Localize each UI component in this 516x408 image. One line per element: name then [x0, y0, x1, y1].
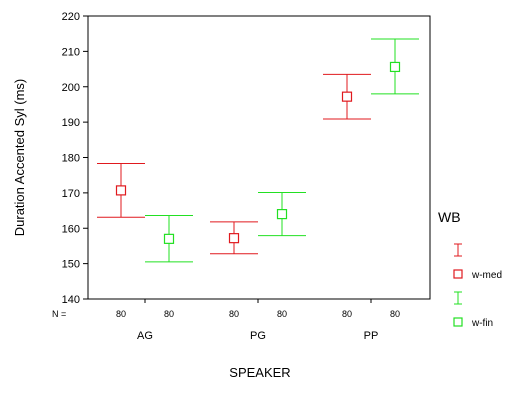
y-tick-label: 200	[62, 82, 80, 94]
n-count-label: 80	[116, 309, 126, 319]
mean-marker	[276, 209, 288, 220]
legend: WB w-med w-fin	[438, 209, 502, 329]
n-prefix-label: N =	[52, 309, 66, 319]
legend-title: WB	[438, 209, 461, 225]
n-count-label: 80	[342, 309, 352, 319]
n-count-label: 80	[277, 309, 287, 319]
x-axis-title: SPEAKER	[229, 365, 290, 380]
category-label: PG	[250, 330, 266, 342]
legend-errorbar-icon	[454, 291, 462, 305]
n-count-label: 80	[390, 309, 400, 319]
legend-square-icon	[453, 317, 463, 327]
y-tick-label: 190	[62, 117, 80, 129]
mean-marker	[389, 61, 401, 73]
y-tick-label: 150	[62, 259, 80, 271]
y-tick-label: 140	[62, 294, 80, 306]
y-axis-ticks: 140 150 160 170 180 190 200 210 220	[62, 11, 88, 306]
legend-square-icon	[453, 269, 463, 279]
x-axis-ticks: 80 80 AG 80 80 PG 80 80 PP	[116, 299, 400, 342]
category-label: PP	[364, 330, 379, 342]
n-count-label: 80	[229, 309, 239, 319]
y-tick-label: 170	[62, 188, 80, 200]
plot-frame	[87, 15, 431, 300]
y-tick-label: 220	[62, 11, 80, 23]
legend-label: w-fin	[471, 318, 493, 329]
mean-marker	[228, 233, 240, 244]
legend-label: w-med	[471, 270, 502, 281]
category-label: AG	[137, 330, 153, 342]
n-count-label: 80	[164, 309, 174, 319]
mean-marker	[341, 91, 353, 102]
mean-marker	[115, 185, 127, 196]
y-axis-title: Duration Accented Syl (ms)	[12, 79, 27, 237]
y-tick-label: 180	[62, 153, 80, 165]
mean-marker	[163, 233, 175, 244]
y-tick-label: 210	[62, 46, 80, 58]
plot-marks	[97, 38, 419, 263]
legend-errorbar-icon	[454, 243, 462, 257]
y-tick-label: 160	[62, 223, 80, 235]
